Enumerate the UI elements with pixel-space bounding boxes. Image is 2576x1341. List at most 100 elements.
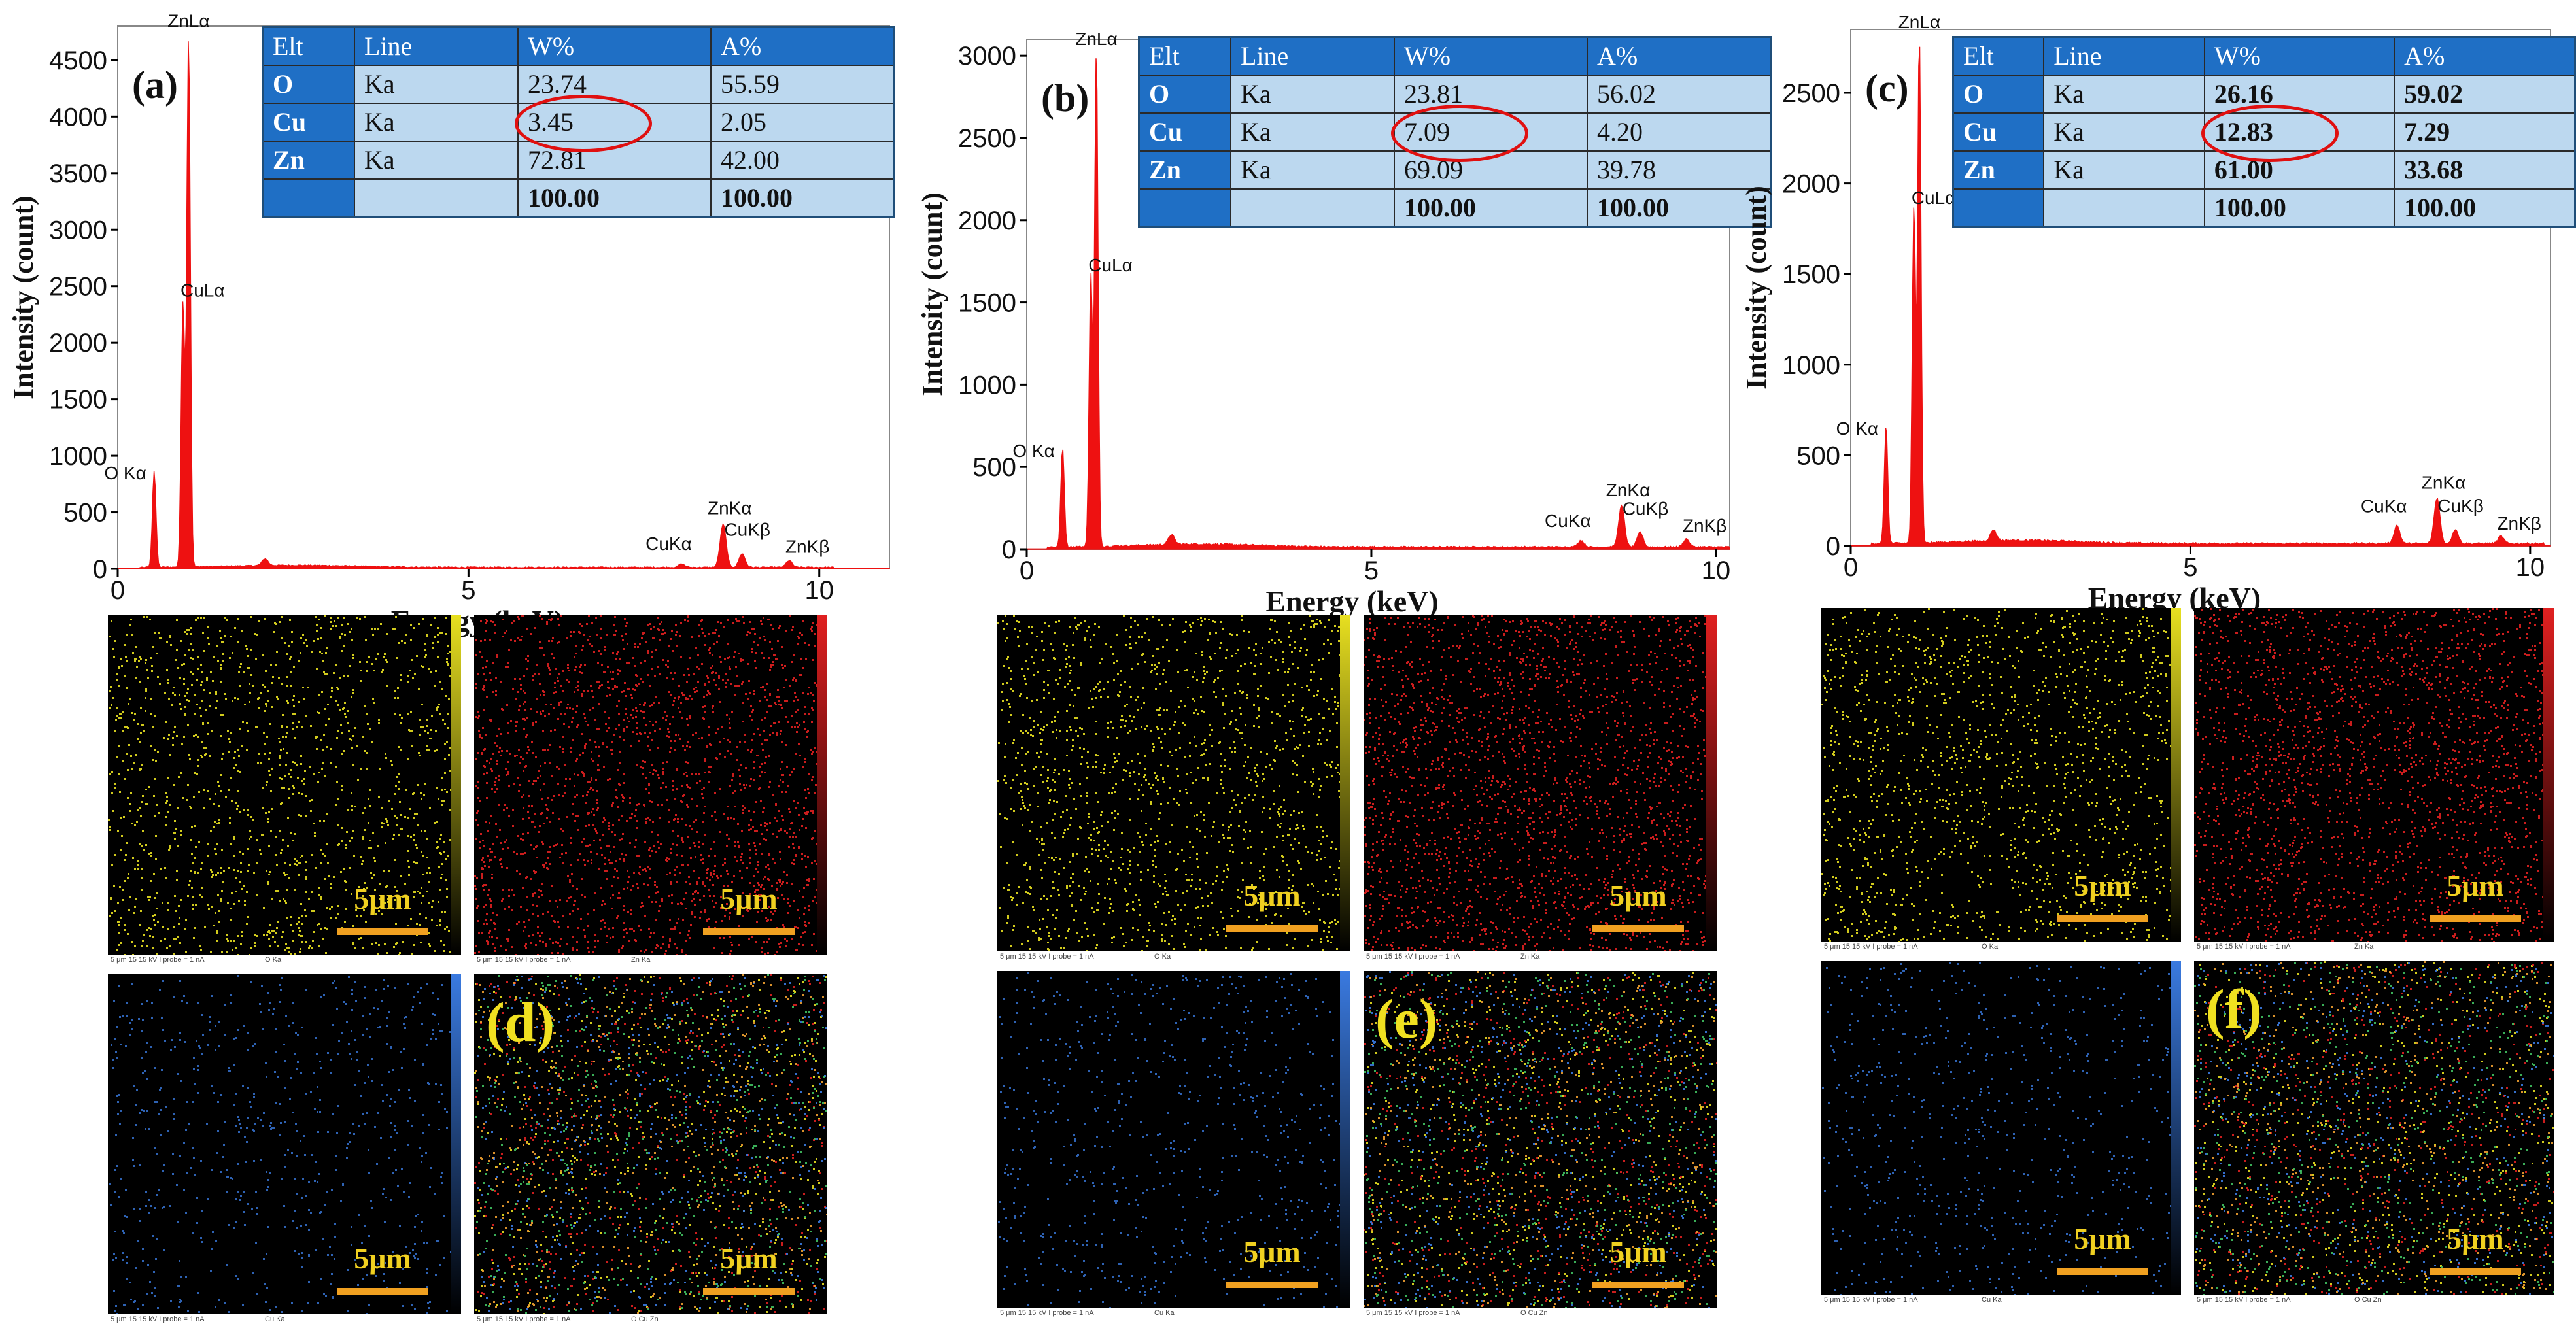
table-row: O Ka 23.74 55.59 [262, 65, 895, 104]
element-cell: Zn [1138, 150, 1231, 190]
y-tick-label: 500 [972, 453, 1016, 482]
scale-bar-line [337, 1288, 428, 1295]
table-header: A% [710, 26, 895, 66]
map-caption: Zn Ka [631, 956, 651, 964]
value-cell: 39.78 [1587, 150, 1772, 190]
map-footer: 5 μm 15 15 kV I probe = 1 nA [1824, 1296, 1918, 1304]
spectrum-trace [117, 41, 890, 569]
scale-bar-line [2430, 915, 2521, 922]
map-caption: O Cu Zn [2354, 1296, 2382, 1304]
value-cell: 100.00 [2394, 188, 2576, 228]
scale-bar: 5μm [1592, 879, 1684, 932]
value-cell [2043, 188, 2205, 228]
scale-bar: 5μm [2430, 870, 2521, 922]
map-image [1821, 608, 2181, 942]
spectrum-trace [1850, 46, 2551, 547]
peak-label: ZnKα [1606, 480, 1651, 500]
scale-bar-label: 5μm [354, 882, 411, 915]
element-cell: Zn [1952, 150, 2045, 190]
scale-bar: 5μm [703, 1242, 795, 1295]
y-tick-label: 0 [93, 555, 107, 584]
y-tick-label: 2500 [49, 273, 107, 301]
map-image [1821, 961, 2181, 1295]
element-cell: O [1952, 75, 2045, 114]
x-tick-label: 10 [804, 576, 834, 605]
scale-bar-line [703, 928, 795, 935]
y-tick-label: 0 [1002, 535, 1016, 564]
map-footer: 5 μm 15 15 kV I probe = 1 nA [1000, 1309, 1094, 1317]
value-cell: Ka [2043, 150, 2205, 190]
map-image [2194, 961, 2554, 1295]
scale-bar: 5μm [337, 1242, 428, 1295]
scale-bar-line [1592, 1282, 1684, 1288]
elemental-map-o: 5μm 5 μm 15 15 kV I probe = 1 nA O Ka [997, 615, 1350, 964]
map-caption: O Ka [1982, 943, 1999, 951]
scale-bar-label: 5μm [2447, 869, 2504, 902]
value-cell: Ka [1230, 112, 1395, 152]
peak-label: CuKβ [1623, 498, 1669, 518]
map-caption: Zn Ka [2354, 943, 2374, 951]
scale-bar-label: 5μm [720, 882, 778, 915]
value-cell: 7.29 [2394, 112, 2576, 152]
table-header: Line [2043, 36, 2205, 76]
panel-label: (b) [1041, 76, 1089, 120]
intensity-colorbar [1340, 615, 1350, 951]
y-tick-label: 2000 [49, 329, 107, 358]
panel-label: (d) [486, 991, 555, 1053]
scale-bar: 5μm [1226, 1236, 1318, 1288]
scale-bar-line [337, 928, 428, 935]
y-tick-label: 4500 [49, 46, 107, 75]
elemental-map-zn: 5μm 5 μm 15 15 kV I probe = 1 nA Zn Ka [1364, 615, 1717, 964]
table-row: Cu Ka 7.09 4.20 [1138, 105, 1772, 162]
value-cell: 12.83 [2201, 105, 2396, 162]
x-tick-label: 0 [111, 576, 125, 605]
map-pixels [474, 615, 827, 955]
map-pixels [108, 615, 461, 955]
value-cell: 59.02 [2394, 75, 2576, 114]
peak-label: ZnKβ [2497, 513, 2541, 534]
map-footer: 5 μm 15 15 kV I probe = 1 nA [1366, 1309, 1460, 1317]
y-tick-label: 0 [1826, 532, 1840, 561]
scale-bar: 5μm [1592, 1236, 1684, 1288]
value-cell: 23.74 [517, 65, 712, 104]
peak-label: ZnKα [708, 498, 752, 518]
value-cell: Ka [354, 141, 519, 180]
x-tick-label: 5 [461, 576, 475, 605]
scale-bar: 5μm [703, 883, 795, 935]
panel-label: (c) [1865, 67, 1909, 110]
y-tick-label: 3000 [49, 216, 107, 245]
table-header: Line [354, 26, 519, 66]
scale-bar: 5μm [337, 883, 428, 935]
element-cell: O [1138, 75, 1231, 114]
y-tick-label: 500 [63, 499, 107, 528]
element-cell: Cu [1138, 112, 1231, 152]
y-tick-label: 1500 [49, 386, 107, 415]
peak-label: O Kα [1012, 441, 1054, 461]
peak-label: CuLα [180, 280, 225, 301]
x-tick-label: 10 [2516, 553, 2545, 582]
scale-bar: 5μm [1226, 879, 1318, 932]
value-cell: 55.59 [710, 65, 895, 104]
table-header: A% [2394, 36, 2576, 76]
map-caption: Cu Ka [1154, 1309, 1175, 1317]
map-pixels [998, 972, 1350, 1308]
table-header: W% [1394, 36, 1588, 76]
x-tick-label: 5 [1364, 556, 1379, 585]
intensity-colorbar [451, 974, 461, 1314]
panel-label: (a) [132, 63, 178, 107]
elemental-map-o: 5μm 5 μm 15 15 kV I probe = 1 nA O Ka [108, 615, 461, 968]
peak-label: ZnKβ [785, 537, 829, 557]
elemental-map-mix: 5μm 5 μm 15 15 kV I probe = 1 nA O Cu Zn (d… [474, 974, 827, 1327]
y-axis-label: Intensity (count) [1740, 186, 1772, 390]
table-row: 100.00 100.00 [1138, 188, 1772, 228]
element-cell [1138, 188, 1231, 228]
scale-bar-label: 5μm [720, 1242, 778, 1275]
elemental-map-zn: 5μm 5 μm 15 15 kV I probe = 1 nA Zn Ka [474, 615, 827, 968]
y-tick-label: 500 [1796, 441, 1840, 470]
element-cell: Cu [262, 103, 355, 142]
peak-label: ZnLα [1075, 29, 1117, 49]
element-cell: Cu [1952, 112, 2045, 152]
scale-bar-line [2057, 915, 2148, 922]
map-image [474, 615, 827, 955]
value-cell: 4.20 [1587, 112, 1772, 152]
